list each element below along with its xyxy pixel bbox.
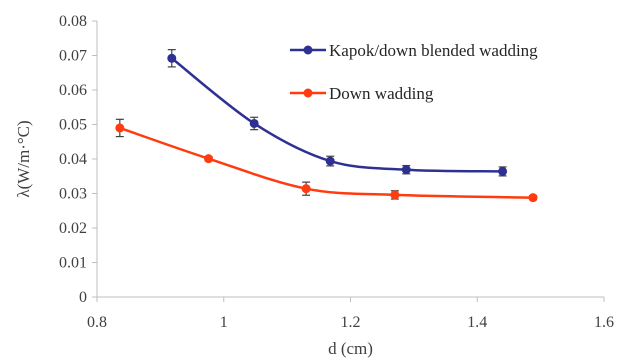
data-point	[528, 193, 538, 203]
data-point	[498, 166, 508, 176]
data-point	[401, 165, 411, 175]
legend-label: Kapok/down blended wadding	[329, 41, 538, 60]
y-tick-label: 0.07	[59, 48, 87, 65]
data-point	[115, 123, 125, 133]
x-axis-title: d (cm)	[328, 339, 373, 358]
data-point	[301, 184, 311, 194]
y-tick-label: 0.06	[59, 82, 87, 99]
y-tick-label: 0.08	[59, 13, 87, 30]
y-tick-label: 0.05	[59, 117, 87, 134]
series-layer	[115, 49, 538, 203]
legend-item: Down wadding	[290, 84, 434, 103]
y-tick-label: 0	[79, 289, 87, 306]
x-tick-label: 0.8	[87, 314, 107, 331]
series-0	[167, 49, 508, 177]
legend-label: Down wadding	[329, 84, 434, 103]
legend-marker	[303, 88, 313, 98]
data-point	[249, 118, 259, 128]
x-tick-label: 1.2	[341, 314, 361, 331]
legend: Kapok/down blended wadding Down wadding	[290, 41, 538, 103]
y-tick-label: 0.04	[59, 151, 87, 168]
y-tick-label: 0.03	[59, 186, 87, 203]
data-point	[204, 154, 214, 164]
data-point	[390, 190, 400, 200]
y-axis-title: λ(W/m·°C)	[14, 120, 33, 197]
x-tick-label: 1	[220, 314, 228, 331]
x-tick-label: 1.6	[594, 314, 614, 331]
legend-marker	[303, 45, 313, 55]
y-tick-label: 0.01	[59, 255, 87, 272]
x-tick-label: 1.4	[467, 314, 487, 331]
legend-item: Kapok/down blended wadding	[290, 41, 538, 60]
data-point	[167, 53, 177, 63]
series-line	[171, 57, 503, 173]
axes: 0 0.01 0.02 0.03 0.04 0.05 0.06 0.07 0.08 0.8 1 1.2…	[59, 13, 614, 331]
y-tick-label: 0.02	[59, 220, 87, 237]
data-point	[325, 156, 335, 166]
series-1	[115, 118, 538, 203]
